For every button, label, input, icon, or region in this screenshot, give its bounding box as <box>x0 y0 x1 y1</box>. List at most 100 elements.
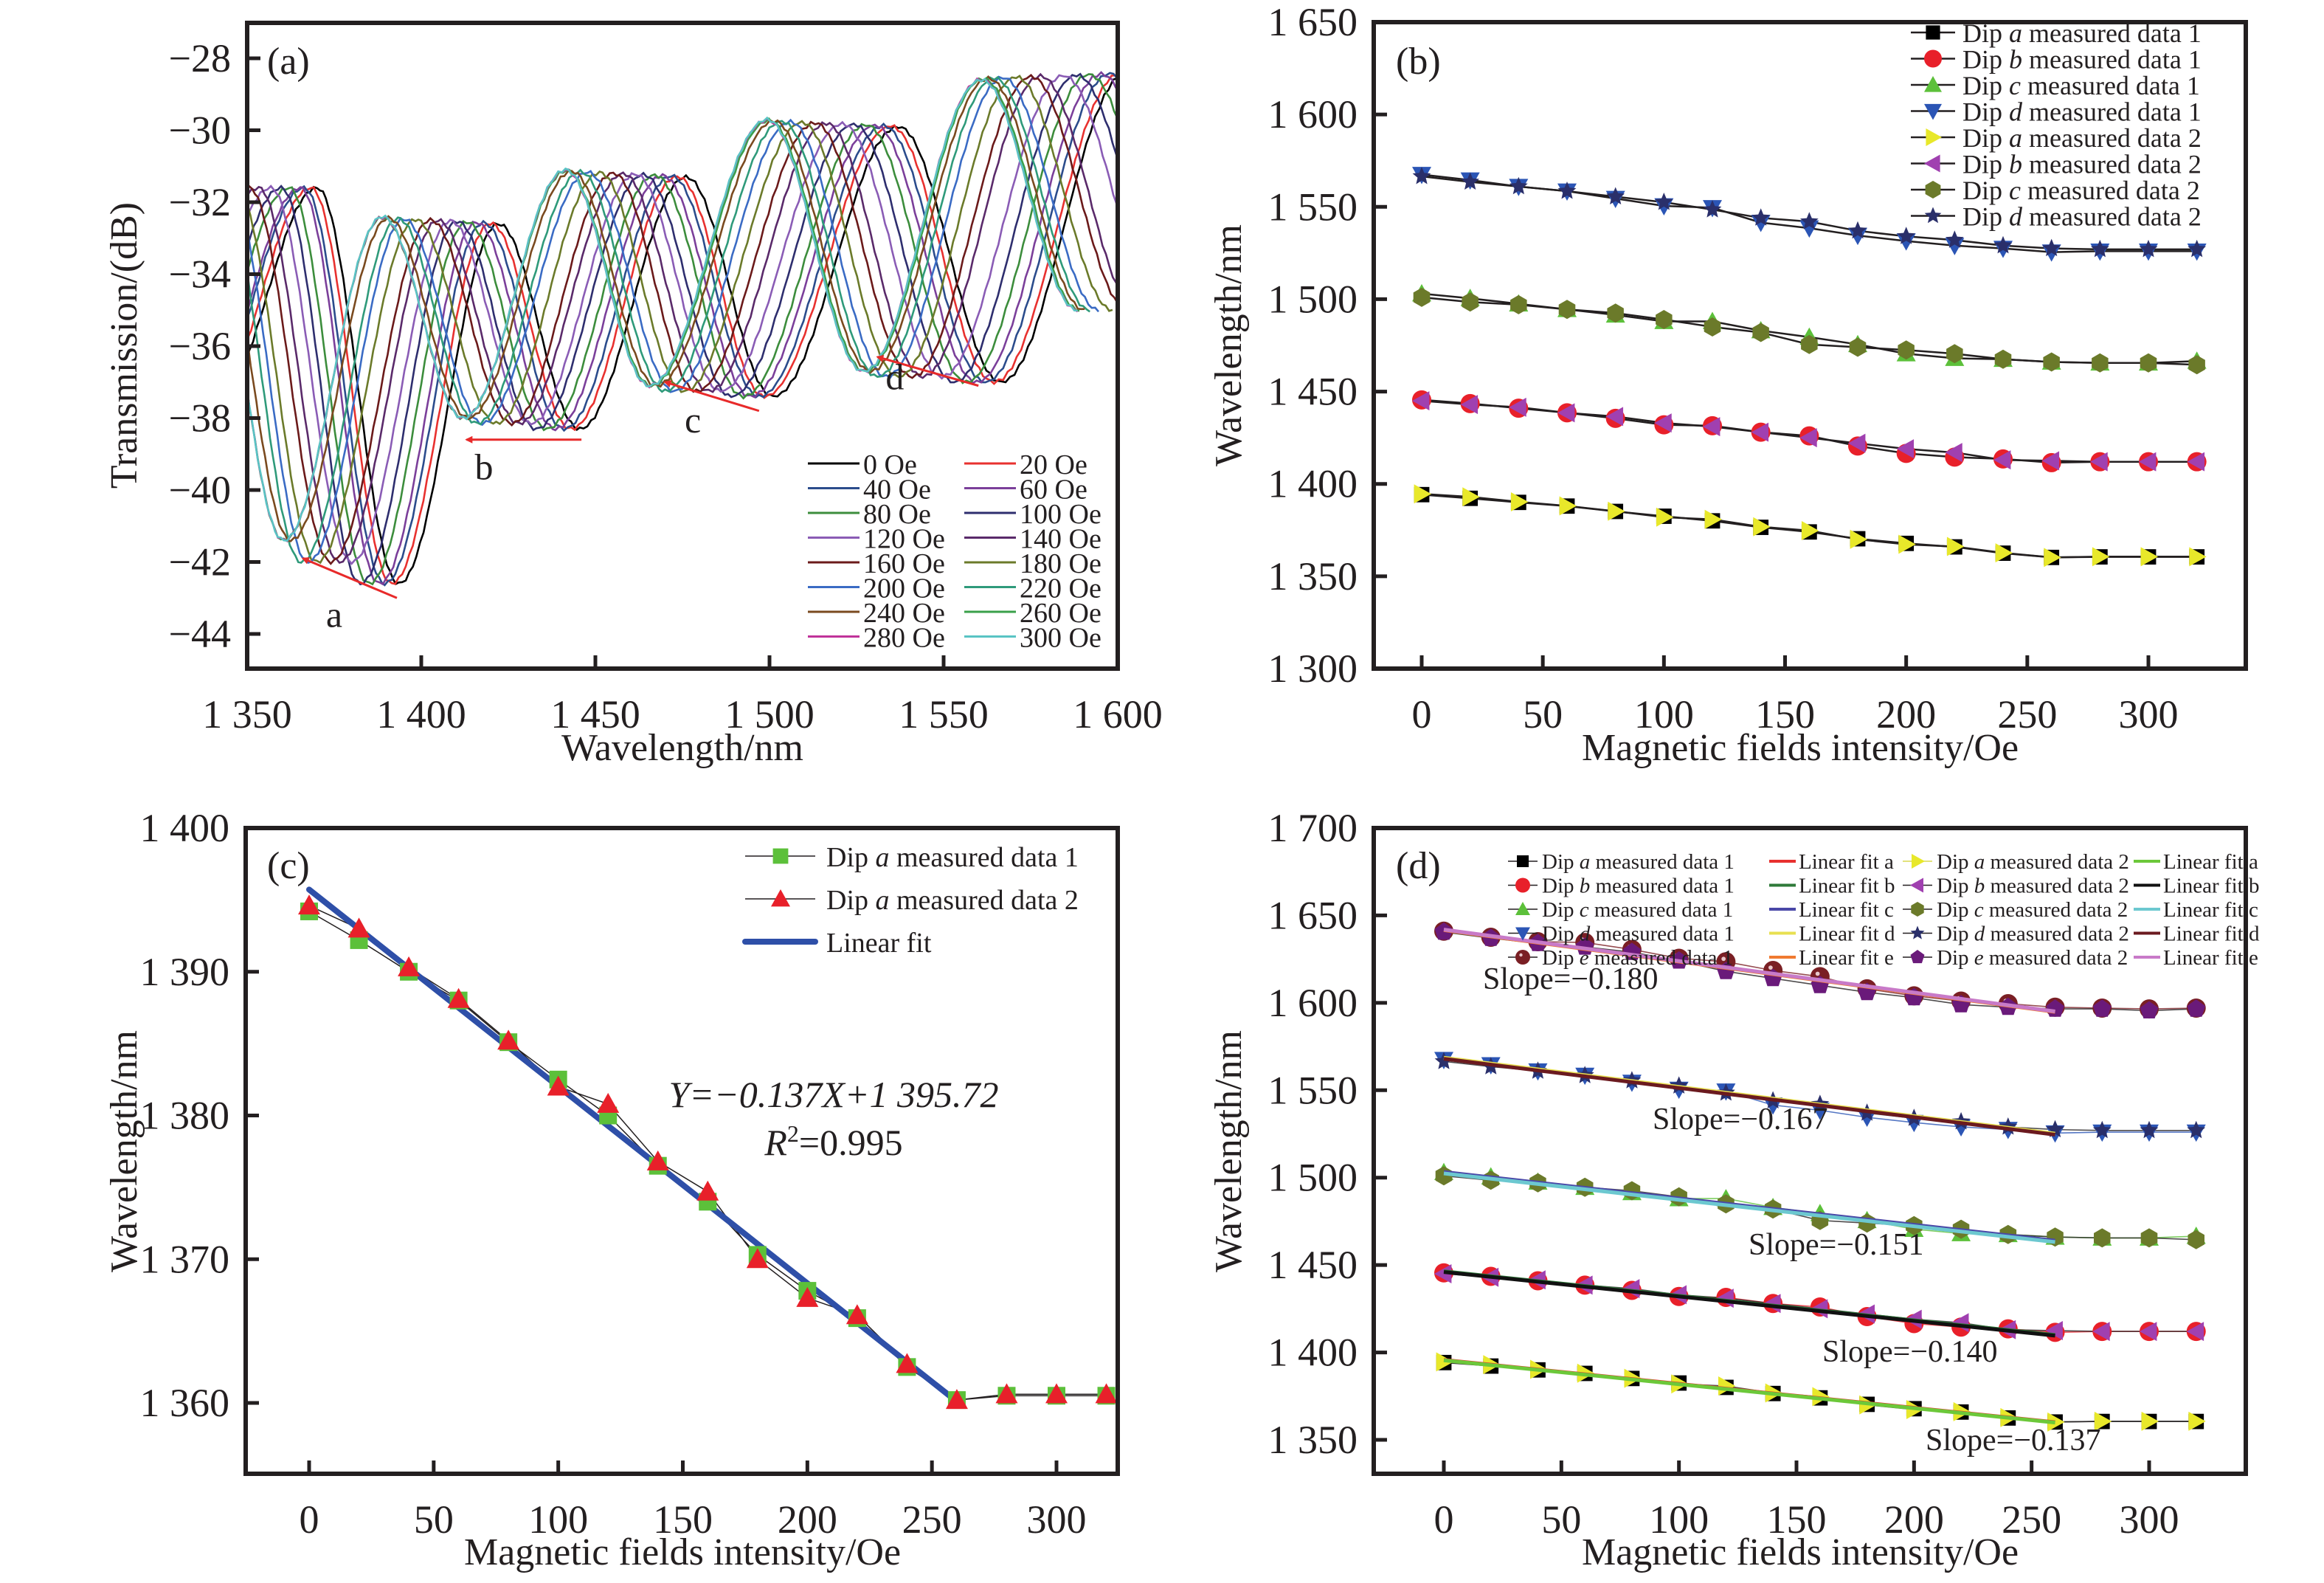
legend-item: Dip c measured data 1 <box>1911 71 2200 100</box>
legend-label-part: measured data 1 <box>1589 946 1734 970</box>
x-tick-label: 1 450 <box>550 692 640 737</box>
panel-d: Dip a measured data 1 Linear fit a Dip a m… <box>1208 806 2260 1573</box>
x-tick-label: 50 <box>1541 1497 1581 1542</box>
legend-item: Dip e measured data 2 <box>1903 946 2128 970</box>
data-point <box>347 917 370 938</box>
series-markers <box>1412 391 2205 472</box>
legend-item: Dip c measured data 2 <box>1911 176 2200 205</box>
plot-area <box>298 886 1118 1410</box>
y-tick-label: −34 <box>169 252 231 297</box>
data-point <box>1460 395 1479 415</box>
data-point <box>1654 413 1672 433</box>
x-tick-label: 150 <box>1767 1497 1827 1542</box>
legend-label-part: Dip <box>1962 45 2009 75</box>
x-tick-label: 150 <box>1755 692 1815 737</box>
legend-item: 200 Oe <box>808 573 945 604</box>
legend-marker <box>1924 154 1940 173</box>
data-point <box>2141 1411 2159 1431</box>
spectrum-line <box>247 72 1118 586</box>
legend-label: 300 Oe <box>1020 623 1102 654</box>
data-point <box>1946 344 1963 364</box>
legend-label-part: measured data 2 <box>1985 875 2129 898</box>
legend-label-part: d <box>1974 922 1985 946</box>
x-tick-label: 1 550 <box>899 692 989 737</box>
legend-label: 60 Oe <box>1020 475 1087 506</box>
data-point <box>2189 547 2207 567</box>
legend-label: Dip a measured data 2 <box>1962 123 2202 153</box>
panel-label: (c) <box>267 845 310 887</box>
axes: 0 50 100 150 200 250 300 1 300 1 350 1 400 1 450 1 … <box>1268 0 2179 737</box>
legend-label: 80 Oe <box>863 499 931 530</box>
legend-label-part: d <box>2009 97 2023 127</box>
data-point <box>398 956 421 976</box>
legend-item: 140 Oe <box>964 524 1102 555</box>
data-point <box>2187 452 2205 472</box>
y-tick-label: 1 700 <box>1268 806 1358 850</box>
data-point <box>1993 450 2011 470</box>
legend-item: Dip c measured data 2 <box>1903 898 2128 922</box>
slope-annotations: Slope=−0.180 Slope=−0.167 Slope=−0.151 Slop… <box>1483 962 2101 1458</box>
legend-label-part: Dip <box>1962 123 2009 153</box>
data-point <box>447 987 470 1008</box>
legend-item: 120 Oe <box>808 524 945 555</box>
x-tick-label: 300 <box>2119 692 2179 737</box>
data-point <box>1558 300 1576 320</box>
legend-item: Dip a measured data 2 <box>1903 850 2129 874</box>
data-point <box>1412 167 1431 184</box>
data-point <box>1655 193 1673 210</box>
legend-item: Dip a measured data 2 <box>1911 123 2202 153</box>
data-point <box>1945 238 1965 255</box>
data-point <box>1946 230 1964 248</box>
data-point <box>1461 172 1479 190</box>
data-point <box>1897 227 1915 244</box>
data-point <box>1945 443 1962 463</box>
legend-item: Linear fit a <box>1769 850 1894 874</box>
data-point <box>1095 1383 1118 1404</box>
linear-fit-line <box>1443 928 2055 1013</box>
fit-equation-text: Y=−0.137X+1 395.72 <box>668 1074 998 1115</box>
legend-marker <box>772 848 789 864</box>
legend-label: 220 Oe <box>1020 573 1102 604</box>
legend-label-part: c <box>1580 898 1589 922</box>
y-tick-label: −40 <box>169 468 231 512</box>
legend-label: Linear fit <box>826 928 932 959</box>
data-point <box>1656 507 1674 527</box>
legend-item: Linear fit b <box>2134 875 2259 898</box>
x-tick-label: 50 <box>1523 692 1563 737</box>
legend-item: 0 Oe <box>808 449 917 480</box>
legend-label-part: a <box>2009 123 2022 153</box>
legend-marker <box>1926 25 1940 40</box>
legend-label: Dip d measured data 2 <box>1962 202 2202 232</box>
data-point <box>2092 1120 2112 1139</box>
data-point <box>1801 521 1819 541</box>
data-point <box>2188 355 2205 375</box>
y-axis-title: Wavelength/nm <box>1208 1030 1250 1272</box>
data-point <box>2047 1412 2065 1432</box>
legend-label-part: measured data 2 <box>1984 898 2128 922</box>
dip-label: d <box>885 356 904 398</box>
curve-group <box>247 71 1118 587</box>
legend-item: Linear fit d <box>1769 922 1895 946</box>
legend-label-part: b <box>2009 150 2022 179</box>
legend-label: 40 Oe <box>863 475 931 506</box>
legend-item: Linear fit b <box>1769 875 1895 898</box>
data-point <box>547 1075 570 1096</box>
legend-label-part: measured data 2 <box>2021 176 2200 205</box>
x-tick-label: 100 <box>1649 1497 1709 1542</box>
data-point <box>2188 239 2206 258</box>
legend-label-part: d <box>1580 922 1591 946</box>
x-tick-label: 100 <box>528 1497 588 1542</box>
data-point <box>1848 221 1867 239</box>
series-line <box>308 905 1107 1401</box>
legend: 0 Oe 20 Oe 40 Oe 60 Oe 80 Oe 100 Oe 120 Oe 140 … <box>808 449 1102 654</box>
y-tick-label: 1 370 <box>140 1237 230 1281</box>
data-point <box>646 1150 669 1170</box>
data-point <box>1898 534 1916 554</box>
legend-label-part: measured data 2 <box>1984 946 2128 970</box>
legend-label: Linear fit c <box>2163 898 2258 922</box>
data-point <box>2188 1230 2204 1249</box>
data-point <box>1751 215 1771 232</box>
